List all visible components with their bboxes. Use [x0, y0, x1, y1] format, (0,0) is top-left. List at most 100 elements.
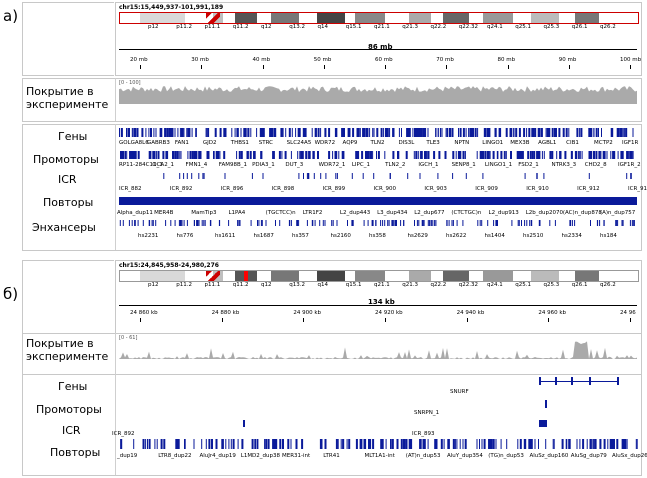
promoter-mark[interactable] [260, 151, 262, 159]
promoter-mark[interactable] [595, 151, 598, 159]
icr-mark[interactable] [539, 420, 541, 427]
gene-mark[interactable] [170, 128, 173, 137]
gene-mark[interactable] [588, 128, 591, 137]
repeat-mark[interactable] [594, 439, 597, 449]
repeat-mark[interactable] [264, 439, 266, 449]
promoter-mark[interactable] [531, 151, 534, 159]
gene-mark[interactable] [458, 128, 459, 137]
repeat-mark[interactable] [337, 439, 339, 449]
enhancer-mark[interactable] [430, 220, 432, 226]
repeat-mark[interactable] [481, 439, 483, 449]
panel-b-repeats-track[interactable] [119, 439, 638, 451]
icr-mark[interactable] [335, 173, 337, 179]
promoter-mark[interactable] [312, 151, 315, 159]
repeat-mark[interactable] [603, 439, 606, 449]
promoter-mark[interactable] [626, 151, 628, 159]
gene-mark[interactable] [412, 128, 414, 137]
repeat-mark[interactable] [184, 439, 185, 449]
promoter-mark[interactable] [317, 151, 319, 159]
icr-mark[interactable] [543, 173, 545, 179]
enhancer-mark[interactable] [451, 220, 453, 226]
promoter-mark[interactable] [464, 151, 466, 159]
promoter-mark[interactable] [630, 151, 633, 159]
panel-a-locus[interactable]: chr15:15,449,937-101,991,189 [119, 4, 224, 11]
repeat-mark[interactable] [251, 439, 254, 449]
promoter-mark[interactable] [541, 151, 543, 159]
enhancer-mark[interactable] [312, 220, 314, 226]
repeat-mark[interactable] [586, 439, 588, 449]
enhancer-mark[interactable] [261, 220, 263, 226]
promoter-mark[interactable] [162, 151, 165, 159]
promoter-mark[interactable] [301, 151, 304, 159]
gene-mark[interactable] [214, 128, 217, 137]
repeat-mark[interactable] [582, 439, 585, 449]
gene-mark[interactable] [387, 128, 388, 137]
gene-exon[interactable] [571, 377, 573, 385]
panel-a-coverage-track[interactable] [119, 84, 637, 104]
enhancer-mark[interactable] [538, 220, 540, 226]
enhancer-mark[interactable] [621, 220, 623, 226]
repeat-mark[interactable] [154, 439, 156, 449]
repeat-mark[interactable] [459, 439, 461, 449]
enhancer-mark[interactable] [384, 220, 386, 226]
promoter-mark[interactable] [190, 151, 192, 159]
enhancer-mark[interactable] [497, 220, 498, 226]
icr-mark[interactable] [313, 173, 315, 179]
gene-mark[interactable] [317, 128, 320, 137]
enhancer-mark[interactable] [204, 220, 206, 226]
enhancer-mark[interactable] [197, 220, 199, 226]
repeat-mark[interactable] [403, 439, 406, 449]
promoter-mark[interactable] [173, 151, 175, 159]
promoter-mark[interactable] [336, 151, 338, 159]
gene-mark[interactable] [425, 128, 427, 137]
panel-a-repeats-track[interactable] [119, 196, 637, 206]
promoter-mark[interactable] [191, 151, 194, 159]
gene-mark[interactable] [392, 128, 395, 137]
panel-a-icr-track[interactable] [119, 173, 637, 183]
gene-mark[interactable] [263, 128, 265, 137]
repeat-mark[interactable] [156, 439, 158, 449]
gene-mark[interactable] [357, 128, 360, 137]
gene-mark[interactable] [512, 128, 514, 137]
enhancer-mark[interactable] [290, 220, 292, 226]
gene-mark[interactable] [376, 128, 379, 137]
repeat-mark[interactable] [447, 439, 450, 449]
repeat-mark[interactable] [500, 439, 502, 449]
enhancer-mark[interactable] [615, 220, 617, 226]
promoter-mark[interactable] [284, 151, 287, 159]
promoter-mark[interactable] [216, 151, 219, 159]
panel-b-coverage-track[interactable] [119, 339, 637, 359]
repeat-mark[interactable] [360, 439, 363, 449]
promoter-mark[interactable] [629, 151, 631, 159]
repeat-mark[interactable] [221, 439, 224, 449]
repeat-mark[interactable] [295, 439, 298, 449]
gene-mark[interactable] [537, 128, 540, 137]
enhancer-mark[interactable] [622, 220, 624, 226]
promoter-mark[interactable] [545, 400, 547, 408]
promoter-mark[interactable] [591, 151, 593, 159]
enhancer-mark[interactable] [219, 220, 221, 226]
repeat-mark[interactable] [592, 439, 594, 449]
gene-mark[interactable] [385, 128, 387, 137]
gene-mark[interactable] [625, 128, 628, 137]
enhancer-mark[interactable] [324, 220, 326, 226]
promoter-mark[interactable] [290, 151, 292, 159]
gene-mark[interactable] [177, 128, 179, 137]
gene-mark[interactable] [611, 128, 614, 137]
gene-mark[interactable] [554, 128, 555, 137]
enhancer-mark[interactable] [352, 220, 353, 226]
enhancer-mark[interactable] [427, 220, 429, 226]
icr-mark[interactable] [407, 173, 409, 179]
enhancer-mark[interactable] [529, 220, 531, 226]
promoter-mark[interactable] [556, 151, 558, 159]
enhancer-mark[interactable] [298, 220, 300, 226]
promoter-mark[interactable] [305, 151, 308, 159]
repeat-mark[interactable] [456, 439, 458, 449]
promoter-mark[interactable] [522, 151, 524, 159]
promoter-mark[interactable] [452, 151, 455, 159]
repeat-mark[interactable] [613, 439, 615, 449]
enhancer-mark[interactable] [179, 220, 181, 226]
promoter-mark[interactable] [332, 151, 334, 159]
gene-mark[interactable] [616, 128, 619, 137]
enhancer-mark[interactable] [539, 220, 541, 226]
